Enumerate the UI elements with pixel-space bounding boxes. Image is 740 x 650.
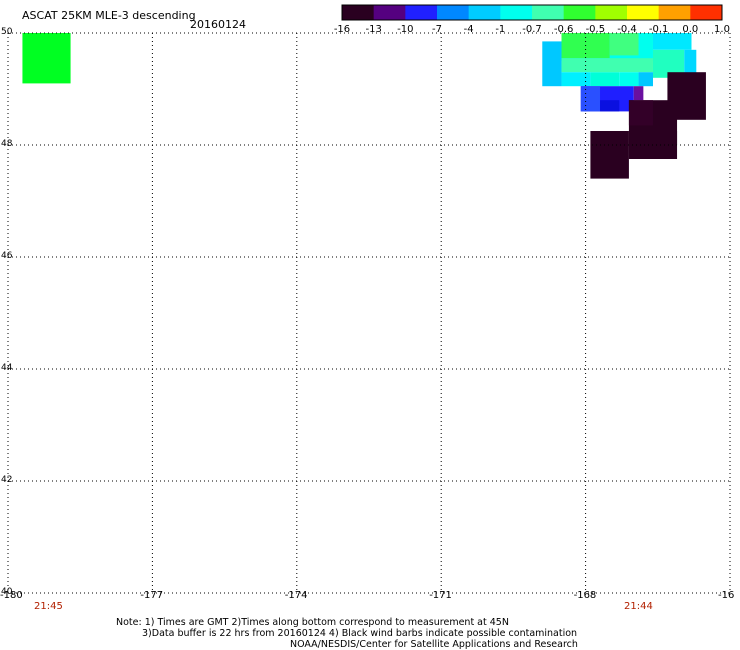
colorbar-swatch bbox=[532, 5, 565, 20]
colorbar-tick-label: -1 bbox=[495, 24, 506, 35]
longitude-tick-label: -174 bbox=[284, 590, 308, 601]
longitude-tick-label: -16 bbox=[718, 590, 735, 601]
colorbar-tick-label: -0.4 bbox=[617, 24, 637, 35]
colorbar-swatch bbox=[658, 5, 691, 20]
colorbar-tick-label: -0.1 bbox=[648, 24, 669, 35]
colorbar-swatch bbox=[405, 5, 438, 20]
colorbar-swatch bbox=[500, 5, 533, 20]
map-title: ASCAT 25KM MLE-3 descending bbox=[22, 9, 196, 22]
note-line-3: NOAA/NESDIS/Center for Satellite Applica… bbox=[290, 639, 578, 650]
map-date: 20160124 bbox=[190, 18, 246, 31]
data-cell bbox=[633, 86, 644, 101]
colorbar-tick-label: 0.0 bbox=[682, 24, 699, 35]
colorbar-tick-label: -7 bbox=[432, 24, 442, 35]
latitude-tick-label: 40 bbox=[1, 587, 13, 597]
colorbar-swatch bbox=[627, 5, 660, 20]
colorbar-tick-label: -4 bbox=[463, 24, 474, 35]
data-cell bbox=[609, 33, 639, 56]
latitude-tick-label: 48 bbox=[1, 139, 13, 149]
latitude-tick-label: 42 bbox=[1, 475, 13, 485]
longitude-tick-label: -168 bbox=[573, 590, 597, 601]
data-cell bbox=[628, 100, 653, 126]
colorbar-tick-label: -13 bbox=[365, 24, 382, 35]
colorbar-frame bbox=[341, 4, 723, 21]
data-cell bbox=[561, 58, 653, 73]
latitude-tick-label: 50 bbox=[1, 27, 13, 37]
colorbar-swatch bbox=[595, 5, 628, 20]
colorbar-swatch bbox=[342, 5, 375, 20]
colorbar-tick-label: -0.5 bbox=[585, 24, 606, 35]
latitude-tick-label: 46 bbox=[1, 251, 13, 261]
longitude-tick-label: -171 bbox=[429, 590, 452, 601]
colorbar-tick-label: -16 bbox=[333, 24, 351, 35]
data-cell bbox=[684, 49, 697, 78]
data-cell bbox=[600, 100, 620, 112]
colorbar-tick-label: -0.7 bbox=[522, 24, 542, 35]
data-cell bbox=[580, 86, 601, 112]
longitude-tick-label: -177 bbox=[140, 590, 164, 601]
data-cell bbox=[590, 72, 620, 87]
data-cell bbox=[638, 72, 653, 87]
data-cell bbox=[542, 41, 562, 87]
time-label-right: 21:44 bbox=[624, 601, 653, 612]
colorbar-tick-label: 1.0 bbox=[714, 24, 730, 35]
colorbar-tick-label: -0.6 bbox=[553, 24, 574, 35]
data-cell bbox=[561, 72, 591, 87]
data-cell bbox=[619, 72, 639, 87]
data-cell bbox=[590, 131, 629, 179]
longitude-tick-label: -180 bbox=[0, 590, 23, 601]
colorbar-swatch bbox=[373, 5, 406, 20]
data-cell bbox=[652, 33, 692, 50]
note-line-2: 3)Data buffer is 22 hrs from 20160124 4)… bbox=[142, 628, 578, 639]
colorbar-swatch bbox=[563, 5, 596, 20]
latitude-tick-label: 44 bbox=[1, 363, 13, 373]
data-cell bbox=[22, 33, 71, 84]
colorbar-swatch bbox=[468, 5, 501, 20]
time-label-left: 21:45 bbox=[34, 601, 63, 612]
colorbar-swatch bbox=[690, 5, 723, 20]
colorbar-swatch bbox=[437, 5, 470, 20]
graticule bbox=[7, 32, 731, 594]
note-line-1: Note: 1) Times are GMT 2)Times along bot… bbox=[116, 617, 509, 628]
colorbar bbox=[341, 4, 723, 21]
data-cells bbox=[22, 33, 706, 179]
colorbar-tick-label: -10 bbox=[397, 24, 414, 35]
